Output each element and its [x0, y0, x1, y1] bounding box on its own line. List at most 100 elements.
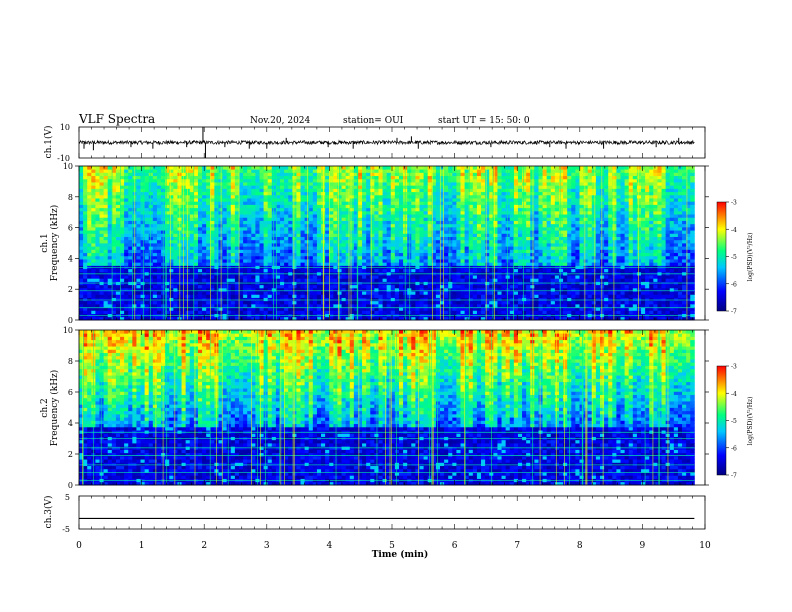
- spectrogram-cell: [333, 297, 338, 302]
- spectrogram-cell: [222, 182, 228, 186]
- spectrogram-cell: [390, 214, 396, 218]
- spectrogram-cell: [247, 201, 252, 205]
- spectrogram-cell: [312, 204, 318, 209]
- spectrogram-cell: [460, 300, 466, 305]
- spectrogram-cell: [374, 275, 379, 279]
- spectrogram-cell: [440, 284, 445, 289]
- spectrogram-cell: [349, 262, 355, 266]
- spectrogram-cell: [435, 275, 441, 279]
- spectrogram-cell: [189, 178, 195, 183]
- spectrogram-cell: [329, 198, 334, 202]
- spectrogram-cell: [185, 316, 191, 321]
- spectrogram-cell: [83, 172, 88, 177]
- spectrogram-cell: [173, 307, 178, 311]
- spectrogram-cell: [390, 303, 396, 308]
- spectrogram-cell: [222, 188, 228, 193]
- spectrogram-cell: [202, 198, 207, 202]
- spectrogram-cell: [218, 243, 223, 247]
- spectrogram-cell: [374, 191, 379, 196]
- spectrogram-cell: [230, 169, 236, 173]
- spectrogram-cell: [444, 239, 449, 244]
- spectrogram-cell: [296, 252, 301, 257]
- spectrogram-cell: [214, 303, 219, 308]
- spectrogram-cell: [349, 243, 355, 247]
- spectrogram-cell: [427, 300, 433, 305]
- spectrogram-cell: [468, 207, 474, 212]
- spectrogram-cell: [440, 278, 445, 282]
- spectrogram-cell: [185, 185, 191, 189]
- spectrogram-cell: [374, 220, 379, 225]
- spectrogram-cell: [202, 207, 207, 212]
- spectrogram-cell: [345, 169, 351, 173]
- spectrogram-cell: [197, 255, 203, 260]
- spectrogram-cell: [316, 307, 322, 311]
- spectrogram-cell: [440, 230, 445, 234]
- spectrogram-cell: [423, 182, 429, 186]
- spectrogram-cell: [218, 172, 223, 177]
- spectrogram-cell: [394, 259, 400, 263]
- spectrogram-cell: [111, 268, 117, 273]
- spectrogram-cell: [230, 287, 236, 292]
- spectrogram-cell: [345, 175, 351, 180]
- spectrogram-cell: [189, 198, 195, 202]
- spectrogram-cell: [165, 220, 170, 225]
- spectrogram-cell: [362, 226, 367, 231]
- spectrogram-cell: [111, 316, 117, 321]
- spectrogram-cell: [243, 243, 248, 247]
- spectrogram-cell: [91, 226, 96, 231]
- spectrogram-cell: [370, 246, 375, 250]
- spectrogram-cell: [353, 246, 359, 250]
- spectrogram-cell: [230, 255, 236, 260]
- spectrogram-cell: [144, 233, 150, 237]
- spectrogram-cell: [267, 182, 273, 186]
- spectrogram-cell: [390, 185, 396, 189]
- spectrogram-cell: [329, 220, 334, 225]
- spectrogram-cell: [251, 307, 256, 311]
- spectrogram-cell: [308, 300, 314, 305]
- spectrogram-cell: [329, 172, 334, 177]
- spectrogram-cell: [341, 217, 347, 221]
- spectrogram-cell: [292, 214, 297, 218]
- spectrogram-cell: [91, 259, 96, 263]
- spectrogram-cell: [386, 226, 392, 231]
- spectrogram-cell: [423, 275, 429, 279]
- spectrogram-cell: [280, 278, 285, 282]
- spectrogram-cell: [79, 252, 84, 257]
- spectrogram-cell: [238, 316, 244, 321]
- spectrogram-cell: [79, 207, 84, 212]
- spectrogram-cell: [255, 217, 260, 221]
- spectrogram-cell: [218, 252, 223, 257]
- spectrogram-cell: [362, 246, 367, 250]
- spectrogram-cell: [366, 275, 371, 279]
- spectrogram-cell: [468, 166, 474, 170]
- station-label: station= OUI: [343, 116, 404, 126]
- spectrogram-cell: [206, 214, 211, 218]
- spectrogram-cell: [435, 236, 441, 241]
- spectrogram-cell: [440, 210, 445, 215]
- spectrogram-cell: [210, 217, 215, 221]
- spectrogram-cell: [390, 204, 396, 209]
- spectrogram-cell: [247, 291, 252, 295]
- spectrogram-cell: [382, 191, 388, 196]
- spectrogram-cell: [468, 300, 474, 305]
- spectrogram-cell: [152, 172, 158, 177]
- spectrogram-cell: [238, 268, 244, 273]
- spectrogram-cell: [128, 243, 133, 247]
- spectrogram-cell: [472, 287, 478, 292]
- spectrogram-cell: [497, 175, 502, 180]
- spectrogram-cell: [308, 291, 314, 295]
- spectrogram-cell: [107, 178, 113, 183]
- spectrogram-cell: [435, 214, 441, 218]
- spectrogram-cell: [411, 291, 416, 295]
- spectrogram-cell: [353, 316, 359, 321]
- spectrogram-cell: [308, 194, 314, 199]
- spectrogram-cell: [115, 268, 121, 273]
- spectrogram-cell: [390, 297, 396, 302]
- spectrogram-cell: [394, 188, 400, 193]
- spectrogram-cell: [128, 310, 133, 314]
- spectrogram-cell: [173, 303, 178, 308]
- spectrogram-cell: [398, 172, 404, 177]
- spectrogram-cell: [79, 220, 84, 225]
- spectrogram-cell: [259, 182, 265, 186]
- spectrogram-cell: [189, 166, 195, 170]
